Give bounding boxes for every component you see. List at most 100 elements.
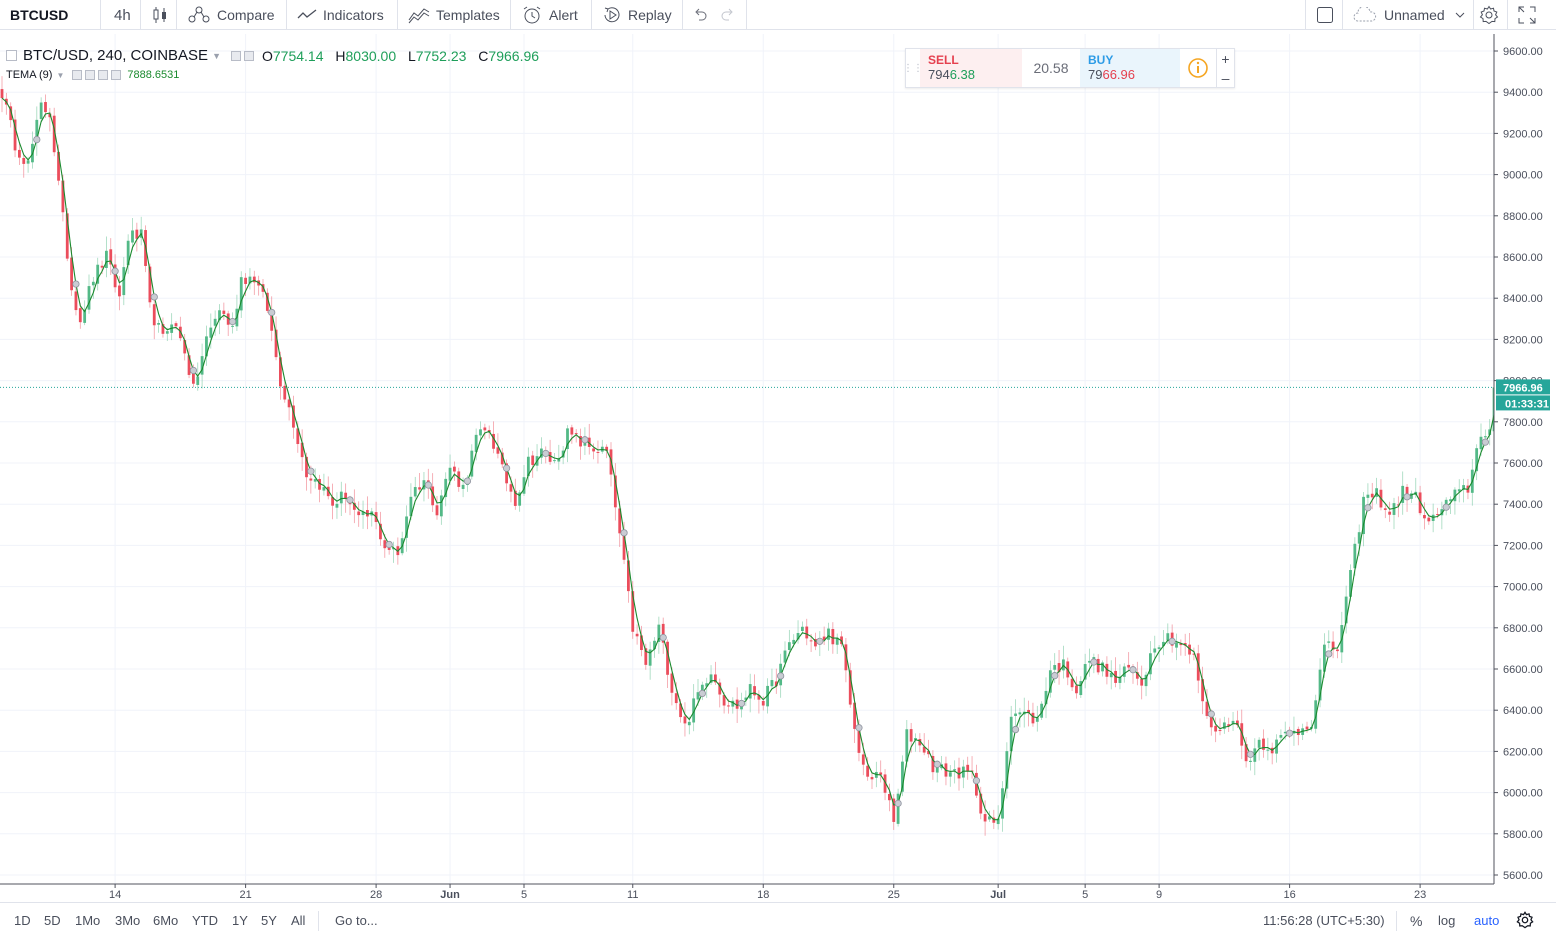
buy-button[interactable]: BUY 7966.96: [1080, 49, 1180, 87]
chart-style-button[interactable]: [151, 0, 175, 30]
candle: [283, 380, 287, 403]
undo-button[interactable]: [692, 0, 714, 30]
templates-button[interactable]: Templates: [408, 0, 500, 30]
candle-body: [1218, 730, 1222, 732]
alert-button[interactable]: Alert: [521, 0, 578, 30]
price-axis[interactable]: 9600.00 9400.00 9200.00 9000.00 8800.00 8600.…: [1493, 34, 1556, 884]
collapse-legend-icon[interactable]: [6, 50, 17, 61]
y-tick-label: 6200.00: [1503, 746, 1543, 758]
candle-body: [731, 700, 735, 707]
buy-price: 7966.96: [1088, 67, 1172, 82]
caret-down-icon[interactable]: ▼: [212, 50, 221, 61]
range-1mo-button[interactable]: 1Mo: [75, 913, 101, 928]
candle-body: [1101, 662, 1104, 672]
quantity-stepper[interactable]: + –: [1216, 49, 1234, 87]
candle-body: [1149, 653, 1152, 675]
range-ytd-button[interactable]: YTD: [192, 913, 218, 928]
candle: [1236, 710, 1239, 728]
replay-button[interactable]: Replay: [602, 0, 672, 30]
candle: [579, 428, 582, 460]
time-axis[interactable]: 14 21 28 Jun 5 11 18 25 Jul 5 9 16 23: [0, 883, 1494, 901]
candle-body: [774, 681, 778, 687]
candle-body: [1383, 508, 1387, 510]
candle-body: [366, 510, 369, 517]
candle: [1157, 645, 1161, 662]
candle: [1083, 653, 1087, 689]
clock-timezone-button[interactable]: 11:56:28 (UTC+5:30): [1263, 913, 1385, 928]
toolbar-divider: [1473, 0, 1474, 30]
candle-body: [914, 738, 917, 741]
candle-body: [44, 102, 47, 113]
candle-body: [392, 548, 395, 550]
range-5d-button[interactable]: 5D: [44, 913, 61, 928]
candle-body: [161, 324, 165, 334]
chart-pane[interactable]: 9600.00 9400.00 9200.00 9000.00 8800.00 8600.…: [0, 34, 1556, 902]
plus-icon[interactable]: +: [1221, 50, 1230, 67]
candle-body: [635, 633, 639, 637]
range-5y-button[interactable]: 5Y: [261, 913, 277, 928]
goto-date-button[interactable]: Go to...: [335, 913, 378, 928]
percent-scale-button[interactable]: %: [1410, 913, 1423, 929]
candle: [1266, 737, 1270, 761]
marker-point: [189, 366, 197, 375]
candle-body: [722, 695, 726, 706]
range-3mo-button[interactable]: 3Mo: [115, 913, 141, 928]
compare-button[interactable]: Compare: [187, 0, 275, 30]
fullscreen-button[interactable]: [1518, 0, 1542, 30]
log-scale-button[interactable]: log: [1438, 913, 1456, 928]
candle: [1109, 660, 1113, 690]
candle-body: [283, 385, 287, 400]
candle-body: [509, 484, 513, 492]
candle: [9, 102, 13, 128]
plus-icon[interactable]: [98, 70, 109, 80]
redo-button[interactable]: [720, 0, 742, 30]
minus-icon[interactable]: –: [1221, 69, 1230, 86]
candle-body: [305, 456, 308, 478]
candle: [922, 733, 926, 756]
candle-body: [753, 686, 756, 696]
candle-body: [644, 648, 648, 665]
settings-small-icon[interactable]: [85, 70, 96, 80]
settings-button[interactable]: [1479, 0, 1505, 30]
chart-settings-button[interactable]: [1516, 911, 1534, 932]
range-all-button[interactable]: All: [291, 913, 306, 928]
candle-body: [1166, 633, 1170, 641]
indicators-button[interactable]: Indicators: [297, 0, 384, 30]
candle: [209, 313, 213, 349]
price-chart[interactable]: 9600.00 9400.00 9200.00 9000.00 8800.00 8600.…: [0, 34, 1556, 902]
layout-menu-button[interactable]: Unnamed: [1352, 0, 1471, 30]
info-button[interactable]: [1180, 49, 1216, 87]
auto-scale-button[interactable]: auto: [1474, 913, 1500, 928]
candle-body: [1449, 499, 1452, 502]
interval-button[interactable]: 4h: [114, 0, 131, 30]
range-1y-button[interactable]: 1Y: [232, 913, 248, 928]
candle-body: [9, 106, 13, 121]
range-6mo-button[interactable]: 6Mo: [153, 913, 179, 928]
close-icon[interactable]: [111, 70, 122, 80]
fullscreen-layout-button[interactable]: [1316, 0, 1340, 30]
symbol-label: BTCUSD: [10, 7, 69, 23]
top-toolbar: BTCUSD 4h Compare Indicators: [0, 0, 1556, 30]
candle: [257, 275, 261, 296]
candle-body: [1053, 665, 1057, 670]
candle: [513, 478, 517, 510]
caret-down-icon[interactable]: ▼: [56, 70, 65, 80]
y-tick-label: 7000.00: [1503, 582, 1543, 594]
x-tick-label: 14: [109, 889, 121, 901]
eye-icon[interactable]: [230, 50, 241, 61]
candle: [1144, 671, 1148, 697]
candle-body: [157, 322, 160, 325]
candle-body: [861, 754, 865, 765]
sell-button[interactable]: SELL 7946.38: [920, 49, 1022, 87]
eye-icon[interactable]: [72, 70, 83, 80]
candle-body: [1135, 672, 1139, 679]
range-1d-button[interactable]: 1D: [14, 913, 31, 928]
symbol-search-button[interactable]: BTCUSD: [10, 0, 68, 30]
drag-handle-icon[interactable]: ⋮⋮: [903, 62, 923, 74]
candle-body: [413, 487, 417, 497]
candle: [901, 755, 904, 797]
settings-small-icon[interactable]: [243, 50, 254, 61]
candle: [157, 319, 160, 333]
trading-panel: ⋮⋮ SELL 7946.38 20.58 BUY 7966.96 + –: [903, 48, 1235, 88]
candle: [1231, 712, 1235, 731]
